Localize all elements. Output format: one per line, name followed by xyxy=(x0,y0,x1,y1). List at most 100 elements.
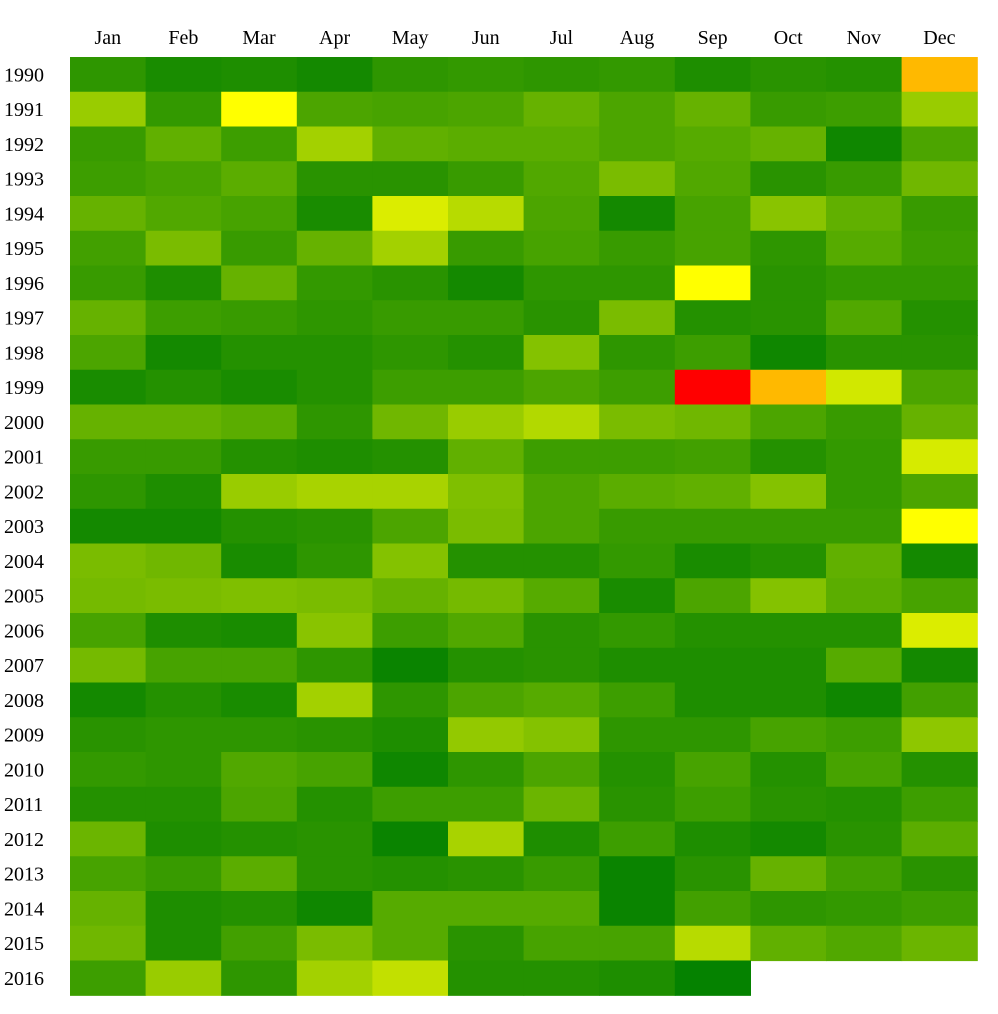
heatmap-cell-1999-aug xyxy=(599,369,676,406)
heatmap-cell-2007-feb xyxy=(145,647,222,684)
heatmap-cell-2010-aug xyxy=(599,752,676,788)
year-label-1998: 1998 xyxy=(4,342,44,364)
month-label-may: May xyxy=(392,27,429,49)
heatmap-cell-2000-apr xyxy=(296,404,373,440)
heatmap-cell-1997-nov xyxy=(826,300,903,336)
heatmap-cell-2001-jul xyxy=(523,439,600,475)
heatmap-cell-2015-aug xyxy=(599,925,676,962)
heatmap-cell-2012-nov xyxy=(826,821,903,857)
heatmap-cell-2016-aug xyxy=(599,960,676,996)
heatmap-cell-2007-nov xyxy=(826,647,903,684)
year-label-1991: 1991 xyxy=(4,99,44,121)
year-label-2010: 2010 xyxy=(4,759,44,781)
year-label-2001: 2001 xyxy=(4,447,44,469)
heatmap-cell-2001-feb xyxy=(145,439,222,475)
year-axis: 1990 1991 1992 1993 1994 1995 1996 1997 1998 1999… xyxy=(4,64,44,990)
heatmap-cell-2005-mar xyxy=(221,578,298,614)
heatmap-cell-1993-sep xyxy=(674,161,751,197)
heatmap-cell-2008-jul xyxy=(523,682,600,718)
heatmap-cell-2003-apr xyxy=(296,508,373,545)
heatmap-cell-1990-jan xyxy=(70,57,147,93)
heatmap-cell-2014-feb xyxy=(145,891,222,927)
heatmap-cell-2000-jan xyxy=(70,404,147,440)
heatmap-cell-2006-jan xyxy=(70,613,147,649)
heatmap-cell-2015-sep xyxy=(674,925,751,962)
heatmap-cell-1997-aug xyxy=(599,300,676,336)
heatmap-cell-2013-aug xyxy=(599,856,676,892)
month-label-nov: Nov xyxy=(847,27,881,49)
heatmap-cell-2001-may xyxy=(372,439,449,475)
heatmap-cell-1998-jul xyxy=(523,335,600,371)
heatmap-cell-2001-aug xyxy=(599,439,676,475)
heatmap-cell-2015-dec xyxy=(901,925,978,962)
heatmap-cell-1996-jun xyxy=(448,265,525,301)
heatmap-cell-2008-jan xyxy=(70,682,147,718)
year-label-2009: 2009 xyxy=(4,725,44,747)
heatmap-cell-2009-feb xyxy=(145,717,222,753)
heatmap-cell-2007-sep xyxy=(674,647,751,684)
year-label-2016: 2016 xyxy=(4,968,44,990)
heatmap-cell-2014-jul xyxy=(523,891,600,927)
heatmap-cell-2001-dec xyxy=(901,439,978,475)
heatmap-cell-2010-nov xyxy=(826,752,903,788)
heatmap-cell-1999-jul xyxy=(523,369,600,406)
heatmap-cell-2000-jun xyxy=(448,404,525,440)
heatmap-cell-1999-may xyxy=(372,369,449,406)
heatmap-cell-1997-may xyxy=(372,300,449,336)
heatmap-cell-2000-sep xyxy=(674,404,751,440)
heatmap-cell-2002-dec xyxy=(901,474,978,510)
heatmap-cell-2004-may xyxy=(372,543,449,579)
heatmap-cell-1991-jul xyxy=(523,91,600,128)
heatmap-cell-2007-dec xyxy=(901,647,978,684)
heatmap-cell-2004-dec xyxy=(901,543,978,579)
heatmap-cell-2002-may xyxy=(372,474,449,510)
heatmap-cell-2007-oct xyxy=(750,647,827,684)
heatmap-cell-1992-jun xyxy=(448,126,525,162)
heatmap-cell-2000-jul xyxy=(523,404,600,440)
heatmap-cell-2015-feb xyxy=(145,925,222,962)
heatmap-cell-2005-jul xyxy=(523,578,600,614)
heatmap-cell-2013-mar xyxy=(221,856,298,892)
heatmap-cell-2008-oct xyxy=(750,682,827,718)
heatmap-cell-2011-apr xyxy=(296,786,373,823)
heatmap-cell-1992-nov xyxy=(826,126,903,162)
heatmap-cell-1999-dec xyxy=(901,369,978,406)
heatmap-cell-1992-mar xyxy=(221,126,298,162)
heatmap-cell-2007-may xyxy=(372,647,449,684)
heatmap-cell-2004-aug xyxy=(599,543,676,579)
heatmap-cell-2004-feb xyxy=(145,543,222,579)
heatmap-cell-1996-jul xyxy=(523,265,600,301)
heatmap-cell-2013-jul xyxy=(523,856,600,892)
heatmap-cell-2006-apr xyxy=(296,613,373,649)
heatmap-cell-2013-jan xyxy=(70,856,147,892)
heatmap-cell-2006-aug xyxy=(599,613,676,649)
heatmap-cell-2015-jun xyxy=(448,925,525,962)
heatmap-cell-1996-nov xyxy=(826,265,903,301)
heatmap-cell-1998-jan xyxy=(70,335,147,371)
heatmap-cell-2008-nov xyxy=(826,682,903,718)
heatmap-cell-2003-dec xyxy=(901,508,978,545)
heatmap-cell-2016-jul xyxy=(523,960,600,996)
heatmap-cell-2000-nov xyxy=(826,404,903,440)
year-label-1993: 1993 xyxy=(4,169,44,191)
year-label-2003: 2003 xyxy=(4,516,44,538)
heatmap-cell-1990-may xyxy=(372,57,449,93)
heatmap-cell-1994-apr xyxy=(296,196,373,232)
heatmap-cell-1997-feb xyxy=(145,300,222,336)
heatmap-cell-1999-oct xyxy=(750,369,827,406)
heatmap-cell-1996-aug xyxy=(599,265,676,301)
heatmap-cell-2009-jan xyxy=(70,717,147,753)
heatmap-cell-2011-may xyxy=(372,786,449,823)
heatmap-cell-1998-aug xyxy=(599,335,676,371)
heatmap-cell-1990-mar xyxy=(221,57,298,93)
heatmap-cell-1998-apr xyxy=(296,335,373,371)
heatmap-cell-2007-jan xyxy=(70,647,147,684)
heatmap-cell-1991-nov xyxy=(826,91,903,128)
heatmap-cell-2009-nov xyxy=(826,717,903,753)
heatmap-cell-2003-jul xyxy=(523,508,600,545)
heatmap-cell-1995-apr xyxy=(296,230,373,267)
heatmap-cell-2008-aug xyxy=(599,682,676,718)
heatmap-cell-1997-dec xyxy=(901,300,978,336)
heatmap-cell-2012-jan xyxy=(70,821,147,857)
heatmap-cell-2006-oct xyxy=(750,613,827,649)
